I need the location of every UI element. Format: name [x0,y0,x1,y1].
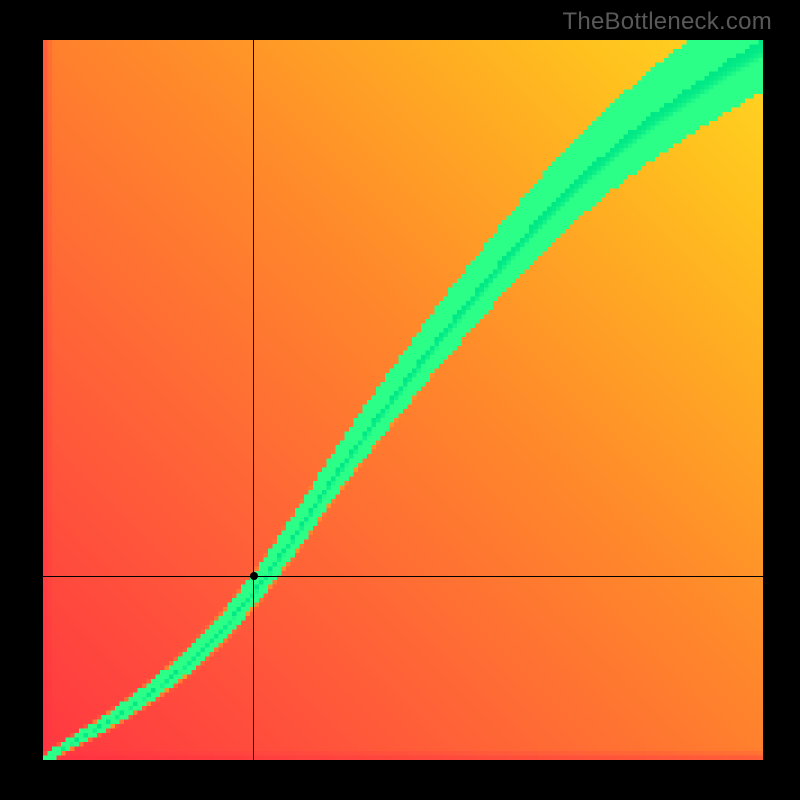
heatmap-canvas [43,40,763,760]
heatmap-plot [43,40,763,760]
watermark-text: TheBottleneck.com [562,8,772,36]
